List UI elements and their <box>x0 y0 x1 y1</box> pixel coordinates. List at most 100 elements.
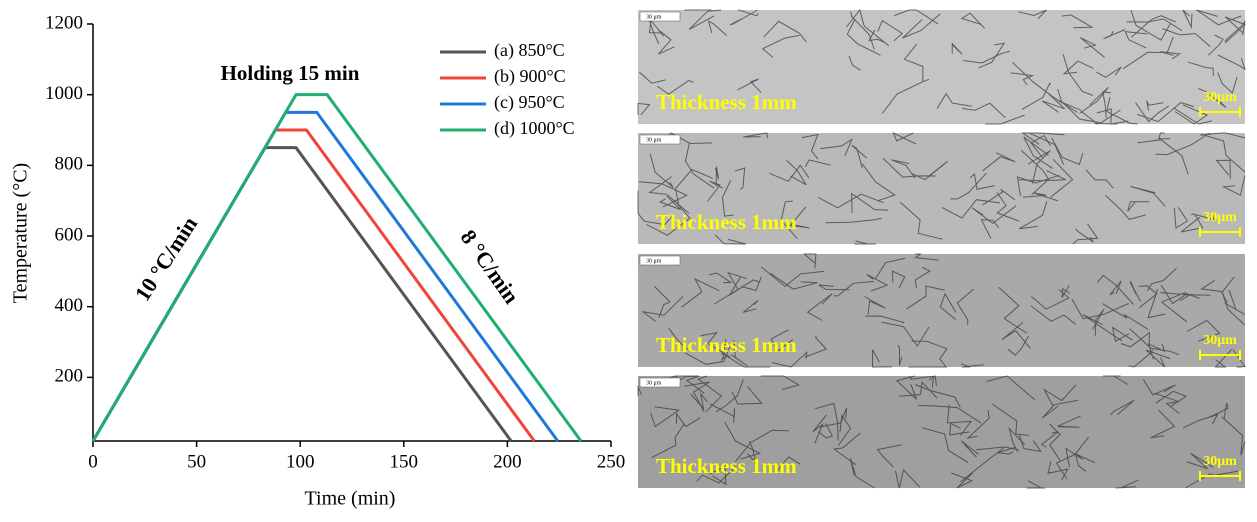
scale-bar <box>1199 471 1241 481</box>
micrograph <box>638 133 1245 244</box>
grain-boundary <box>637 212 673 226</box>
grain-boundary <box>996 192 1020 222</box>
grain-boundary <box>895 468 921 489</box>
scale-bar <box>1199 227 1241 237</box>
x-axis-label: Time (min) <box>305 488 396 510</box>
grain-boundary <box>734 429 790 463</box>
legend-label: (b) 900°C <box>494 66 566 87</box>
grain-boundary <box>980 219 1000 239</box>
grain-boundary <box>833 281 874 297</box>
grain-boundary <box>1007 335 1030 356</box>
grain-boundary <box>881 321 930 347</box>
grain-boundary <box>690 392 708 411</box>
grain-boundary <box>1074 436 1090 472</box>
grain-boundary <box>1029 132 1064 165</box>
grain-boundary <box>1022 192 1059 202</box>
grain-boundary <box>1061 285 1071 299</box>
grain-boundary <box>1188 61 1214 76</box>
grain-boundary <box>1180 214 1204 233</box>
grain-boundary <box>911 160 948 181</box>
grain-boundary <box>1071 298 1129 320</box>
grain-boundary <box>1085 169 1114 189</box>
grain-boundary <box>986 375 1036 401</box>
tag-box <box>639 134 681 145</box>
grain-boundary <box>1062 54 1094 96</box>
grain-boundary <box>1050 158 1074 198</box>
grain-boundary <box>992 403 1030 436</box>
grain-boundary <box>1208 402 1229 419</box>
tag-box <box>639 377 681 388</box>
grain-boundary <box>648 17 665 45</box>
grain-boundary <box>976 446 1004 451</box>
grain-boundary <box>849 458 875 489</box>
grain-boundary <box>761 34 800 58</box>
tag-box <box>639 255 681 266</box>
grain-boundary <box>1103 375 1129 385</box>
grain-boundary <box>1122 36 1174 70</box>
grain-boundary <box>637 102 651 116</box>
grain-boundary <box>1224 16 1246 44</box>
grain-boundary <box>1142 379 1176 396</box>
grain-boundary <box>1137 139 1189 175</box>
grain-boundary <box>1224 20 1246 42</box>
grain-boundary <box>985 114 1025 125</box>
scale-bar <box>1199 350 1241 360</box>
grain-boundary <box>892 131 917 145</box>
grain-boundary <box>742 300 759 313</box>
grain-boundary <box>747 440 756 464</box>
legend-label: (d) 1000°C <box>494 118 575 139</box>
grain-boundary <box>731 385 763 405</box>
grain-boundary <box>1160 292 1193 302</box>
grain-boundary <box>721 352 771 368</box>
y-tick-label: 200 <box>55 366 84 387</box>
grain-boundary <box>1137 102 1195 123</box>
grain-boundary <box>866 273 889 292</box>
grain-boundary <box>1062 60 1094 75</box>
grain-boundary <box>897 344 903 366</box>
grain-boundary <box>1155 132 1210 156</box>
grain-boundary <box>1018 170 1067 182</box>
grain-boundary <box>675 375 696 384</box>
grain-boundary <box>918 404 982 424</box>
grain-boundary <box>1145 349 1171 368</box>
grain-boundary <box>1186 452 1214 470</box>
grain-boundary <box>1185 470 1239 489</box>
grain-boundary <box>1040 431 1059 448</box>
grain-boundary <box>1138 285 1158 309</box>
grain-boundary <box>780 200 798 239</box>
grain-boundary <box>902 13 941 39</box>
grain-boundary <box>713 271 748 305</box>
grain-boundary <box>1079 37 1105 58</box>
grain-boundary <box>899 201 943 240</box>
grain-boundary <box>802 253 817 269</box>
grain-boundary <box>998 286 1028 334</box>
grain-boundary <box>657 80 694 95</box>
grain-boundary <box>1102 303 1149 330</box>
grain-boundary <box>1030 134 1051 158</box>
grain-boundary <box>1097 274 1134 305</box>
grain-boundary <box>872 349 893 368</box>
grain-boundary <box>864 296 886 315</box>
grain-boundary <box>1162 28 1211 48</box>
grain-boundary <box>760 375 800 390</box>
grain-boundary <box>881 78 930 114</box>
grain-boundary <box>1023 136 1053 169</box>
y-tick-label: 1200 <box>45 12 83 33</box>
grain-boundary <box>761 266 824 288</box>
grain-boundary <box>1075 228 1094 243</box>
grain-boundary <box>894 9 939 25</box>
grain-boundary <box>903 43 924 82</box>
grain-boundary <box>1221 416 1246 456</box>
grain-boundary <box>1096 66 1122 78</box>
grain-boundary <box>1120 331 1150 348</box>
grain-boundary <box>651 423 685 459</box>
y-axis-label: Temperature (°C) <box>10 163 32 303</box>
scale-tag: 30 μm <box>646 14 662 20</box>
grain-boundary <box>817 193 884 209</box>
grain-boundary <box>1030 289 1070 310</box>
grain-boundary <box>805 159 831 168</box>
grain-boundary <box>1224 289 1246 315</box>
grain-boundary <box>707 20 728 36</box>
grain-boundary <box>729 9 758 26</box>
grain-boundary <box>688 9 722 30</box>
